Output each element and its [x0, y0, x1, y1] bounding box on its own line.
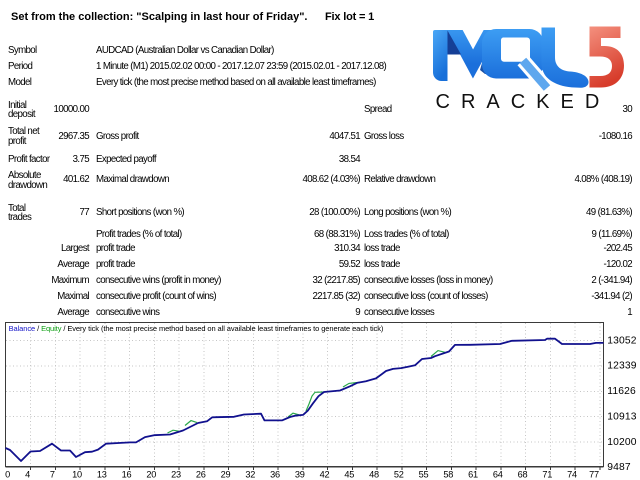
svg-text:12339: 12339 — [607, 361, 637, 372]
svg-text:71: 71 — [542, 470, 552, 480]
svg-text:29: 29 — [221, 470, 231, 480]
svg-text:48: 48 — [369, 470, 379, 480]
svg-text:74: 74 — [567, 470, 577, 480]
svg-text:77: 77 — [589, 470, 599, 480]
svg-text:68: 68 — [518, 470, 528, 480]
svg-text:52: 52 — [394, 470, 404, 480]
svg-text:13: 13 — [97, 470, 107, 480]
svg-text:42: 42 — [320, 470, 330, 480]
svg-text:36: 36 — [270, 470, 280, 480]
svg-text:16: 16 — [122, 470, 132, 480]
svg-text:26: 26 — [196, 470, 206, 480]
svg-text:58: 58 — [443, 470, 453, 480]
svg-text:7: 7 — [50, 470, 55, 480]
svg-text:13052: 13052 — [607, 335, 637, 346]
svg-text:10200: 10200 — [607, 437, 637, 448]
svg-text:0: 0 — [5, 470, 10, 480]
svg-text:61: 61 — [468, 470, 478, 480]
svg-text:45: 45 — [344, 470, 354, 480]
svg-text:10: 10 — [72, 470, 82, 480]
svg-text:64: 64 — [493, 470, 503, 480]
svg-text:55: 55 — [419, 470, 429, 480]
svg-text:11626: 11626 — [607, 386, 636, 397]
svg-text:23: 23 — [171, 470, 181, 480]
svg-text:32: 32 — [245, 470, 255, 480]
svg-text:4: 4 — [25, 470, 30, 480]
svg-text:9487: 9487 — [607, 462, 631, 473]
svg-text:10913: 10913 — [607, 412, 637, 423]
svg-text:20: 20 — [146, 470, 156, 480]
svg-text:39: 39 — [295, 470, 305, 480]
